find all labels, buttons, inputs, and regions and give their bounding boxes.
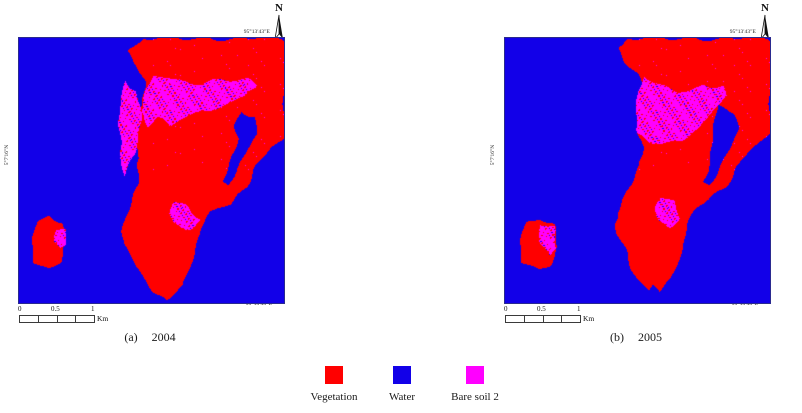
legend-label-bare-soil-2: Bare soil 2 [451, 391, 499, 403]
scale-bar-segment [506, 316, 525, 322]
scale-tick-0: 0 [18, 305, 22, 313]
scale-bar-ticks: 0 0.5 1 [18, 305, 113, 314]
scale-bar-segment [20, 316, 39, 322]
scale-bar-graphic [505, 315, 581, 323]
legend-swatch-water [393, 366, 411, 384]
classified-raster-2004 [19, 38, 284, 303]
coordinate-label-left: 5°7'16"N [490, 144, 496, 166]
legend-item-water: Water [377, 366, 427, 405]
scale-bar-segment [58, 316, 77, 322]
legend-swatch-vegetation [325, 366, 343, 384]
panel-caption-2004: (a) 2004 [0, 330, 300, 345]
caption-tag: (a) [124, 330, 138, 344]
scale-bar-graphic [19, 315, 95, 323]
legend: Vegetation Water Bare soil 2 [303, 366, 533, 410]
caption-year: 2005 [638, 330, 662, 344]
north-arrow-glyph [274, 14, 283, 40]
north-letter: N [761, 2, 769, 14]
panel-caption-2005: (b) 2005 [486, 330, 786, 345]
scale-bar-segment [562, 316, 580, 322]
scale-bar-unit: Km [97, 314, 109, 323]
coordinate-label-top: 95°13'43"E [729, 29, 756, 35]
coordinate-label-top: 95°13'43"E [243, 29, 270, 35]
coordinate-label-bottom: 95°13'43"E [245, 301, 272, 307]
legend-item-bare-soil-2: Bare soil 2 [437, 366, 513, 405]
map-frame-2005 [504, 37, 771, 304]
scale-tick-0: 0 [504, 305, 508, 313]
classified-raster-2005 [505, 38, 770, 303]
north-arrow-icon: N [266, 2, 292, 40]
scale-tick-half: 0.5 [537, 305, 546, 313]
map-frame-2004 [18, 37, 285, 304]
legend-item-vegetation: Vegetation [303, 366, 365, 405]
scale-tick-1: 1 [577, 305, 581, 313]
scale-bar-2005: 0 0.5 1 Km [504, 305, 599, 325]
legend-label-vegetation: Vegetation [310, 391, 358, 403]
map-panel-2005: N 95°13'43"E 5°7'16"N 5°6'51"N 95°13'43"… [486, 0, 786, 355]
coordinate-label-left: 5°7'16"N [4, 144, 10, 166]
north-arrow-icon: N [752, 2, 778, 40]
caption-tag: (b) [610, 330, 624, 344]
legend-swatch-bare-soil-2 [466, 366, 484, 384]
north-arrow-glyph [760, 14, 769, 40]
scale-bar-ticks: 0 0.5 1 [504, 305, 599, 314]
north-letter: N [275, 2, 283, 14]
scale-bar-segment [544, 316, 563, 322]
scale-bar-segment [76, 316, 94, 322]
scale-bar-segment [39, 316, 58, 322]
legend-label-water: Water [389, 391, 415, 403]
caption-year: 2004 [151, 330, 176, 344]
scale-tick-half: 0.5 [51, 305, 60, 313]
scale-tick-1: 1 [91, 305, 95, 313]
scale-bar-2004: 0 0.5 1 Km [18, 305, 113, 325]
map-panel-2004: N 95°13'43"E 5°7'16"N 5°6'51"N 95°13'43"… [0, 0, 300, 355]
coordinate-label-bottom: 95°13'43"E [731, 301, 758, 307]
scale-bar-segment [525, 316, 544, 322]
scale-bar-unit: Km [583, 314, 595, 323]
